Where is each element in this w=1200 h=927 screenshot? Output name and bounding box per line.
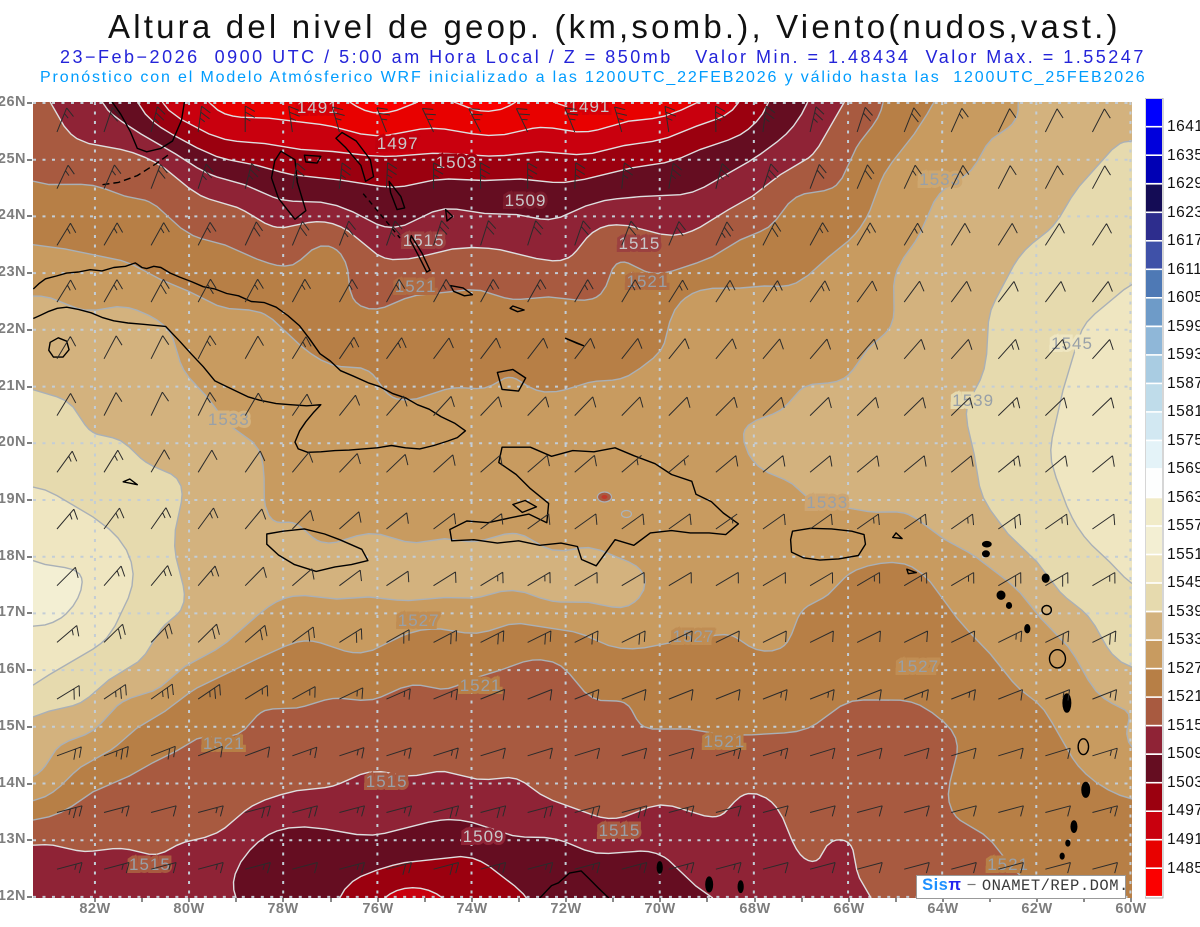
svg-text:1521: 1521 <box>627 272 669 291</box>
svg-text:1533: 1533 <box>919 170 961 189</box>
svg-text:1509: 1509 <box>505 191 547 210</box>
svg-text:1497: 1497 <box>377 134 419 153</box>
svg-text:1527: 1527 <box>673 627 715 646</box>
svg-text:1515: 1515 <box>403 231 445 250</box>
svg-text:1533: 1533 <box>806 493 848 512</box>
svg-text:1515: 1515 <box>599 821 641 840</box>
svg-text:1521: 1521 <box>203 734 245 753</box>
svg-text:1521: 1521 <box>460 676 502 695</box>
svg-text:1521: 1521 <box>703 732 745 751</box>
svg-text:1503: 1503 <box>436 153 478 172</box>
svg-text:1491: 1491 <box>297 102 339 117</box>
svg-text:1515: 1515 <box>366 772 408 791</box>
svg-text:1509: 1509 <box>463 827 505 846</box>
svg-text:1521: 1521 <box>395 277 437 296</box>
svg-text:1527: 1527 <box>897 657 939 676</box>
svg-text:1515: 1515 <box>129 855 171 874</box>
svg-text:1527: 1527 <box>398 611 440 630</box>
svg-text:1533: 1533 <box>208 410 250 429</box>
svg-text:1539: 1539 <box>952 391 994 410</box>
svg-text:1515: 1515 <box>619 234 661 253</box>
svg-text:1545: 1545 <box>1051 334 1093 353</box>
